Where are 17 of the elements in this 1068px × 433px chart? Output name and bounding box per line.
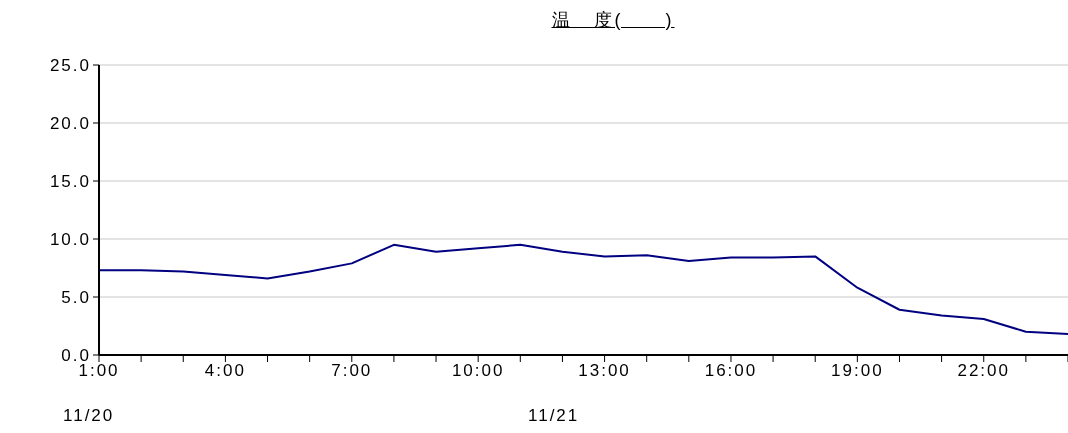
y-tick-label: 5.0	[61, 288, 91, 308]
y-tick-label: 20.0	[49, 114, 91, 134]
text: 11/21	[528, 406, 580, 426]
x-tick-label: 22:00	[957, 361, 1011, 381]
line-series	[98, 243, 1068, 336]
chart-title: 温 度( )	[551, 10, 675, 30]
x-tick-label: 10:00	[451, 361, 505, 381]
text: 11/20	[63, 406, 115, 426]
x-tick-label: 19:00	[831, 361, 884, 381]
x-tick-label: 4:00	[204, 361, 246, 381]
x-tick-label: 16:00	[704, 361, 758, 381]
x-tick-label: 1:00	[78, 361, 120, 381]
y-tick-label: 15.0	[49, 172, 91, 192]
y-tick-label: 10.0	[49, 230, 91, 250]
x-tick-label: 13:00	[578, 361, 631, 381]
x-tick-label: 7:00	[331, 361, 373, 381]
y-tick-label: 25.0	[49, 56, 91, 76]
